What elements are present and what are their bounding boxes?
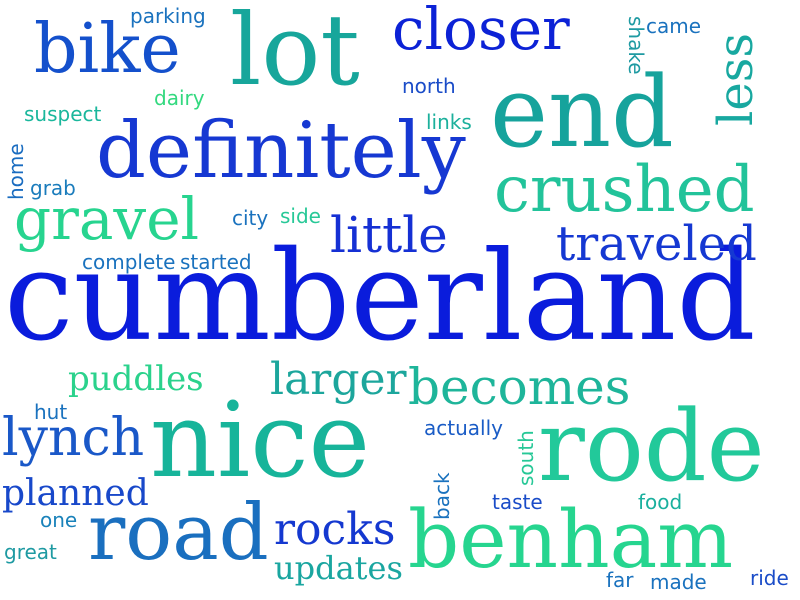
word-benham: benham <box>408 493 734 586</box>
word-dairy: dairy <box>154 86 205 110</box>
word-suspect: suspect <box>24 102 102 126</box>
word-nice: nice <box>150 379 371 501</box>
word-north: north <box>402 74 456 98</box>
word-side: side <box>280 204 321 228</box>
word-end: end <box>490 56 674 170</box>
word-rode: rode <box>538 390 765 504</box>
word-road: road <box>88 488 269 578</box>
word-updates: updates <box>274 549 403 587</box>
word-crushed: crushed <box>494 153 755 227</box>
word-shake: shake <box>624 16 648 75</box>
word-links: links <box>426 110 472 134</box>
word-becomes: becomes <box>408 358 631 416</box>
word-little: little <box>330 206 448 264</box>
word-city: city <box>232 206 269 230</box>
word-taste: taste <box>492 490 543 514</box>
word-definitely: definitely <box>96 106 466 196</box>
word-closer: closer <box>392 0 570 63</box>
word-food: food <box>638 490 683 514</box>
word-actually: actually <box>424 416 503 440</box>
word-puddles: puddles <box>68 359 204 399</box>
word-ride: ride <box>750 566 789 590</box>
word-lot: lot <box>230 0 360 108</box>
word-hut: hut <box>34 400 68 424</box>
word-great: great <box>4 540 57 564</box>
word-came: came <box>646 14 702 38</box>
word-rocks: rocks <box>274 504 396 555</box>
word-home: home <box>4 143 28 200</box>
word-gravel: gravel <box>14 185 200 253</box>
word-started: started <box>180 250 252 274</box>
word-cumberland: cumberland <box>4 225 756 369</box>
word-far: far <box>606 568 634 592</box>
word-bike: bike <box>34 10 181 89</box>
word-lynch: lynch <box>2 408 145 468</box>
word-south: south <box>514 430 538 486</box>
word-one: one <box>40 508 78 532</box>
word-back: back <box>430 472 454 520</box>
word-larger: larger <box>270 354 407 405</box>
word-made: made <box>650 570 707 594</box>
word-grab: grab <box>30 176 76 200</box>
word-parking: parking <box>130 4 206 28</box>
word-complete: complete <box>82 250 176 274</box>
word-planned: planned <box>2 473 149 514</box>
word-traveled: traveled <box>556 216 757 272</box>
word-less: less <box>708 32 764 126</box>
